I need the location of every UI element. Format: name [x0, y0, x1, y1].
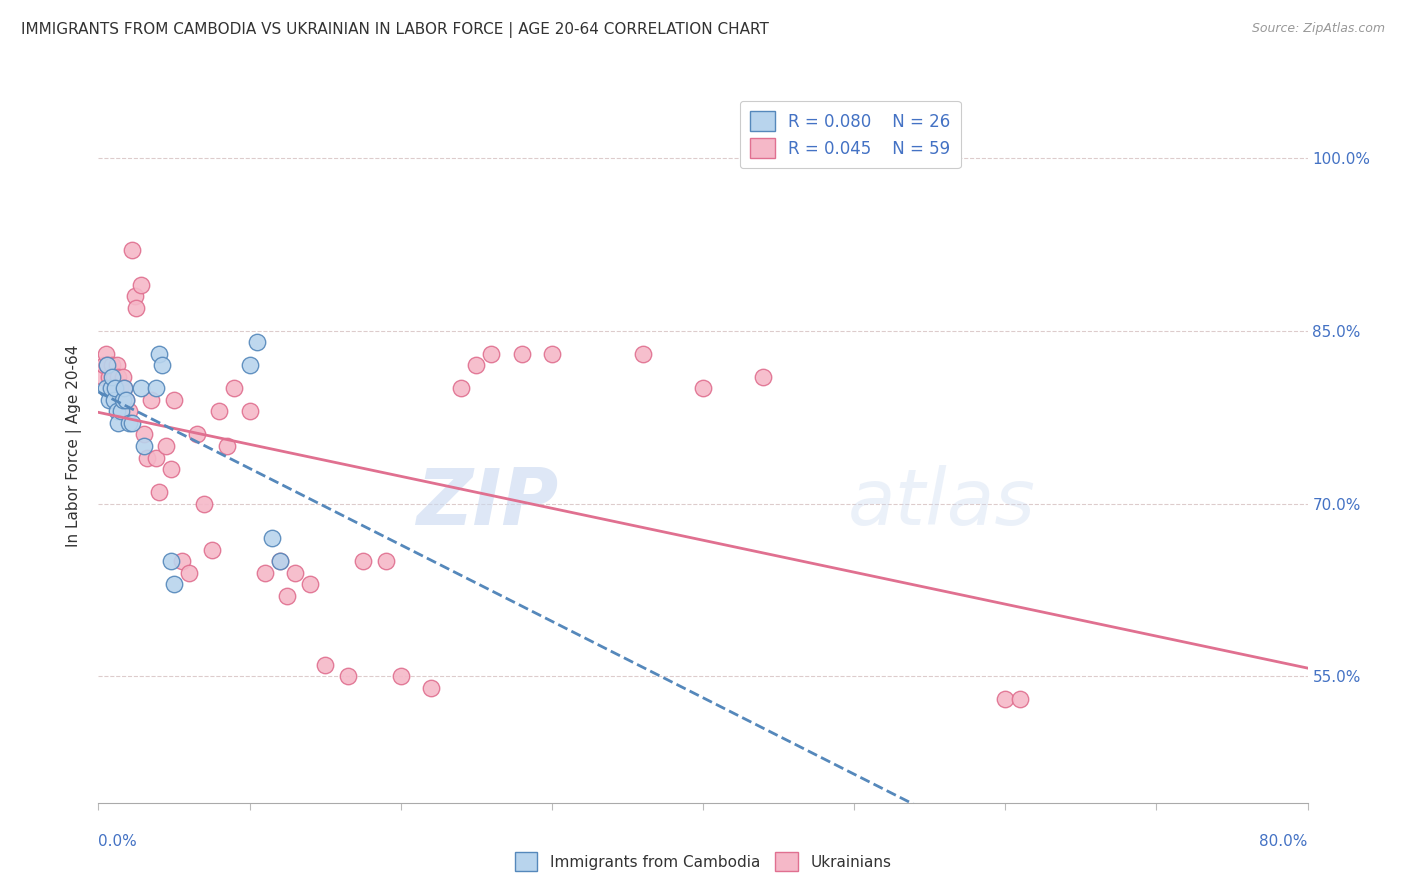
Point [101, 359, 124, 373]
Point [160, 462, 183, 476]
Point [540, 347, 562, 361]
Point [114, 392, 136, 407]
Point [246, 335, 269, 350]
Point [145, 450, 167, 465]
Point [994, 692, 1017, 706]
Point [752, 370, 775, 384]
Point [262, 531, 284, 545]
Point [374, 554, 396, 568]
Point [132, 427, 155, 442]
Point [208, 404, 231, 418]
Text: 0.0%: 0.0% [98, 834, 138, 849]
Point [253, 566, 276, 580]
Point [96, 359, 118, 373]
Point [110, 404, 132, 418]
Point [269, 554, 291, 568]
Point [104, 381, 127, 395]
Point [239, 404, 262, 418]
Point [150, 359, 173, 373]
Point [112, 381, 135, 395]
Point [121, 244, 143, 258]
Point [103, 392, 125, 407]
Point [100, 381, 122, 395]
Point [121, 416, 143, 430]
Point [224, 381, 246, 395]
Point [450, 381, 472, 395]
Point [129, 277, 152, 292]
Point [100, 381, 122, 395]
Point [107, 370, 129, 384]
Text: 80.0%: 80.0% [1260, 834, 1308, 849]
Point [114, 392, 136, 407]
Point [145, 381, 167, 395]
Point [239, 359, 262, 373]
Point [108, 381, 131, 395]
Point [510, 347, 533, 361]
Point [1010, 692, 1032, 706]
Point [135, 450, 157, 465]
Point [98, 392, 121, 407]
Point [101, 370, 124, 384]
Legend: Immigrants from Cambodia, Ukrainians: Immigrants from Cambodia, Ukrainians [509, 847, 897, 877]
Y-axis label: In Labor Force | Age 20-64: In Labor Force | Age 20-64 [66, 345, 83, 547]
Point [170, 554, 193, 568]
Point [299, 577, 322, 591]
Point [336, 669, 359, 683]
Point [132, 439, 155, 453]
Point [94, 347, 117, 361]
Point [692, 381, 714, 395]
Point [284, 566, 307, 580]
Point [631, 347, 654, 361]
Point [141, 392, 163, 407]
Point [163, 392, 186, 407]
Point [125, 301, 148, 315]
Text: Source: ZipAtlas.com: Source: ZipAtlas.com [1251, 22, 1385, 36]
Point [314, 657, 336, 672]
Point [465, 359, 488, 373]
Point [148, 347, 170, 361]
Point [111, 392, 134, 407]
Point [179, 566, 201, 580]
Point [420, 681, 443, 695]
Point [94, 381, 117, 395]
Point [186, 427, 208, 442]
Point [155, 439, 177, 453]
Point [111, 370, 134, 384]
Point [389, 669, 412, 683]
Point [105, 404, 128, 418]
Point [124, 289, 146, 303]
Point [129, 381, 152, 395]
Point [118, 404, 141, 418]
Text: ZIP: ZIP [416, 465, 558, 541]
Point [105, 359, 128, 373]
Point [104, 381, 127, 395]
Point [163, 577, 186, 591]
Point [481, 347, 503, 361]
Point [96, 359, 118, 373]
Point [201, 542, 224, 557]
Point [269, 554, 291, 568]
Point [118, 416, 141, 430]
Point [98, 370, 121, 384]
Text: IMMIGRANTS FROM CAMBODIA VS UKRAINIAN IN LABOR FORCE | AGE 20-64 CORRELATION CHA: IMMIGRANTS FROM CAMBODIA VS UKRAINIAN IN… [21, 22, 769, 38]
Point [215, 439, 238, 453]
Point [193, 497, 215, 511]
Point [160, 554, 183, 568]
Point [276, 589, 298, 603]
Point [103, 370, 125, 384]
Legend: R = 0.080    N = 26, R = 0.045    N = 59: R = 0.080 N = 26, R = 0.045 N = 59 [740, 101, 960, 169]
Point [352, 554, 374, 568]
Point [148, 485, 170, 500]
Point [112, 381, 135, 395]
Point [91, 370, 114, 384]
Point [110, 392, 132, 407]
Point [93, 359, 115, 373]
Point [107, 416, 129, 430]
Text: atlas: atlas [848, 465, 1036, 541]
